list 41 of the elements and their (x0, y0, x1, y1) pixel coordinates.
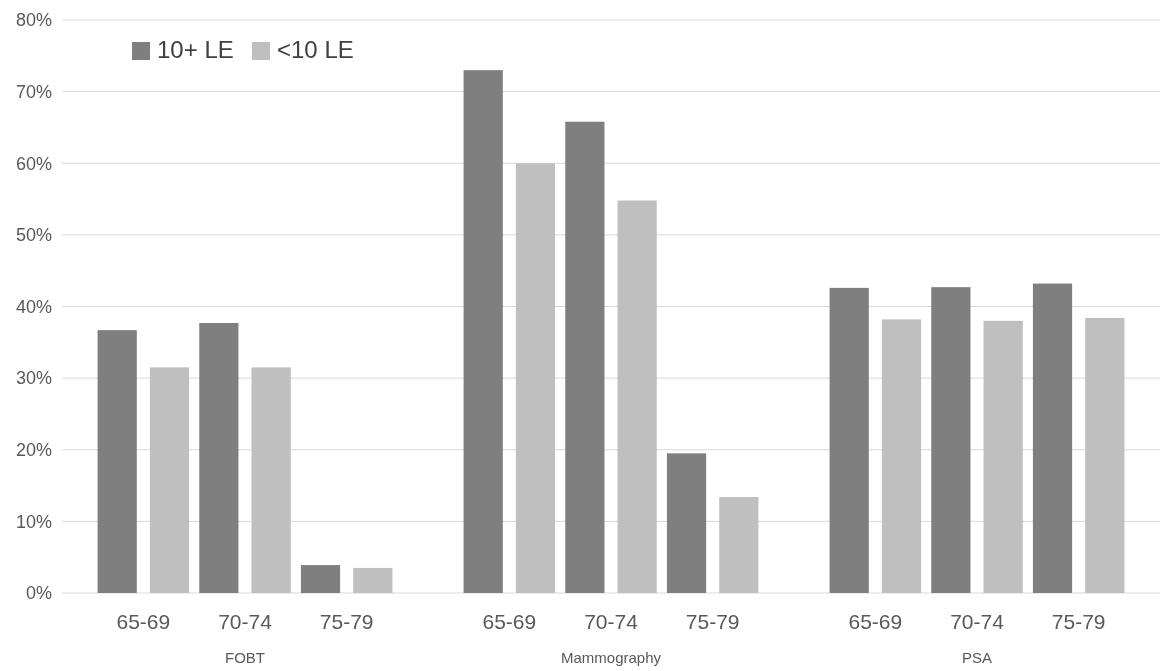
y-tick-label: 80% (15, 10, 52, 31)
y-tick-label: 50% (15, 225, 52, 246)
legend-label: 10+ LE (157, 36, 234, 63)
x-tick-label: 75-79 (1051, 610, 1106, 633)
x-tick-label: 65-69 (848, 610, 903, 633)
bar (1085, 317, 1125, 593)
bar (983, 320, 1023, 593)
legend-label: <10 LE (277, 36, 354, 63)
y-tick-label: 0% (25, 583, 52, 604)
bar (199, 322, 239, 593)
bar (719, 497, 759, 593)
x-tick-label: 75-79 (319, 610, 374, 633)
bar (300, 565, 341, 593)
x-tick-label: 65-69 (482, 610, 537, 633)
x-axis-title: PSA (961, 649, 993, 666)
x-tick-label: 75-79 (685, 610, 740, 633)
y-tick-label: 40% (15, 296, 52, 317)
bar (617, 200, 657, 593)
x-tick-label: 70-74 (950, 610, 1005, 633)
bar (515, 163, 556, 593)
y-tick-label: 20% (15, 440, 52, 461)
y-tick-label: 10% (15, 511, 52, 532)
bar (97, 330, 137, 593)
bar (881, 319, 922, 593)
bar (931, 287, 971, 593)
y-tick-label: 60% (15, 153, 52, 174)
x-tick-label: 70-74 (218, 610, 273, 633)
bar (829, 287, 869, 593)
bar (251, 367, 291, 593)
y-tick-label: 30% (15, 368, 52, 389)
x-tick-label: 70-74 (584, 610, 639, 633)
x-axis-title: Mammography (560, 649, 662, 666)
bar (1032, 283, 1073, 593)
bar (565, 121, 605, 593)
bar (666, 453, 707, 593)
y-tick-label: 70% (15, 81, 52, 102)
x-tick-label: 65-69 (116, 610, 171, 633)
bar (149, 367, 190, 593)
bar (353, 567, 393, 593)
bar (463, 70, 503, 593)
x-axis-title: FOBT (225, 649, 265, 666)
